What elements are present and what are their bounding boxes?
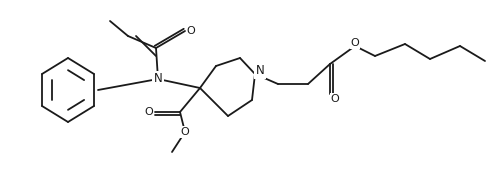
- Text: N: N: [256, 65, 265, 77]
- Text: N: N: [154, 72, 162, 86]
- Text: O: O: [145, 107, 153, 117]
- Text: O: O: [331, 94, 340, 104]
- Text: O: O: [351, 38, 359, 48]
- Text: O: O: [187, 26, 196, 36]
- Text: O: O: [181, 127, 189, 137]
